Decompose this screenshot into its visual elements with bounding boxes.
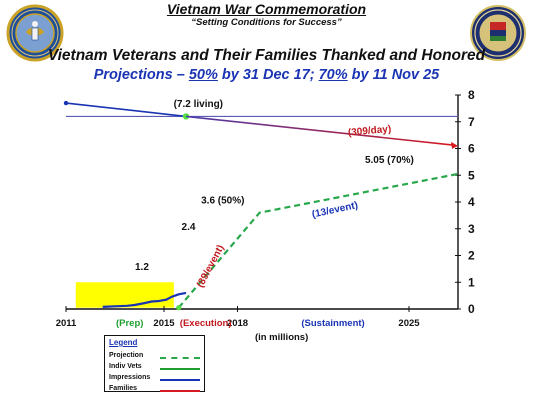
y-tick-label-0: 0 — [468, 302, 475, 316]
x-tick-label-1: 2015 — [153, 318, 175, 329]
annotation-1: (309/day) — [348, 124, 392, 139]
series-line-indiv-vets — [65, 102, 187, 118]
vietnam-war-commemoration-seal-icon — [470, 5, 526, 61]
legend-swatch-impressions — [160, 379, 200, 381]
series-point-indiv-vets-start — [63, 100, 69, 106]
x-tick-label-2: 2018 — [227, 318, 248, 329]
series-line-families — [185, 115, 455, 147]
chart-title: Vietnam Veterans and Their Families Than… — [47, 47, 486, 64]
annotation-5: 2.4 — [182, 222, 196, 233]
annotation-4: (13/event) — [311, 200, 359, 220]
y-tick-label-4: 4 — [468, 195, 475, 209]
legend-item-families: Families — [109, 385, 137, 392]
series-line-projection — [177, 172, 459, 309]
legend-swatch-families — [160, 390, 200, 392]
chart-subtitle-suffix: by 11 Nov 25 — [347, 67, 440, 83]
series-point-projection-start — [176, 305, 182, 311]
x-tick-label-3: 2025 — [398, 318, 420, 329]
legend-item-impressions-label: Impressions — [109, 374, 151, 381]
series-arrowhead-families — [451, 141, 458, 149]
annotation-7: (89/event) — [195, 243, 227, 289]
annotation-3: 3.6 (50%) — [201, 195, 244, 206]
annotation-0: (7.2 living) — [174, 99, 223, 110]
legend-item-indiv-vets: Indiv Vets — [109, 363, 142, 370]
units-label: (in millions) — [255, 332, 308, 343]
y-tick-label-7: 7 — [468, 115, 475, 129]
y-tick-label-3: 3 — [468, 222, 475, 236]
phase-label-0: (Prep) — [116, 318, 143, 329]
series-line-impressions — [102, 291, 187, 308]
x-tick-label-0: 2011 — [56, 318, 77, 329]
chart-subtitle-mid: by 31 Dec 17; — [217, 67, 319, 83]
annotation-2: 5.05 (70%) — [365, 155, 414, 166]
phase-label-2: (Sustainment) — [301, 318, 364, 329]
y-tick-label-6: 6 — [468, 142, 475, 156]
legend-item-projection: Projection — [109, 352, 143, 359]
chart-subtitle-prefix: Projections – — [93, 67, 189, 83]
y-tick-label-8: 8 — [468, 88, 475, 102]
page-title: Vietnam War Commemoration — [166, 1, 367, 17]
legend-item-families-label: Families — [109, 385, 138, 392]
legend-item-indiv-vets-label: Indiv Vets — [109, 363, 142, 370]
y-tick-label-1: 1 — [468, 275, 475, 289]
chart-subtitle-pct2: 70% — [318, 67, 348, 83]
legend-swatch-indiv-vets — [160, 368, 200, 370]
department-of-defense-seal-icon — [6, 4, 64, 62]
legend-item-projection-label: Projection — [109, 352, 144, 359]
chart-subtitle-pct1: 50% — [188, 67, 218, 83]
legend-swatch-projection — [160, 357, 200, 359]
annotation-6: 1.2 — [135, 262, 149, 273]
legend-item-impressions: Impressions — [109, 374, 150, 381]
y-tick-label-2: 2 — [468, 249, 475, 263]
page-subtitle: “Setting Conditions for Success” — [191, 17, 342, 28]
chart-subtitle: Projections – 50% by 31 Dec 17; 70% by 1… — [0, 67, 533, 83]
phase-label-1: (Execution) — [180, 318, 232, 329]
legend-box: Legend Projection Indiv Vets Impressions… — [104, 335, 205, 392]
prep-highlight-region — [75, 282, 174, 308]
legend-title: Legend — [109, 338, 138, 347]
y-tick-label-5: 5 — [468, 168, 475, 182]
